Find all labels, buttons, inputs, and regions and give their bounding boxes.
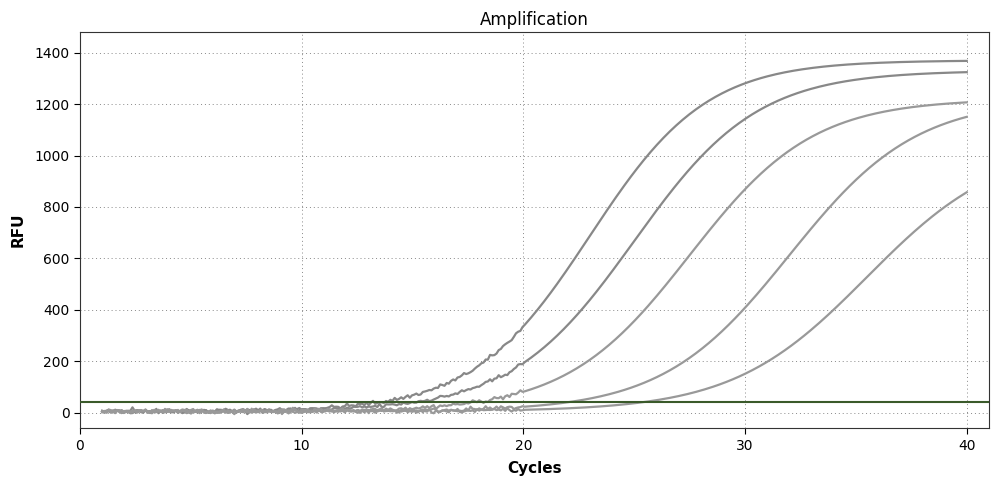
Title: Amplification: Amplification (480, 11, 589, 29)
X-axis label: Cycles: Cycles (507, 461, 562, 476)
Y-axis label: RFU: RFU (11, 213, 26, 247)
